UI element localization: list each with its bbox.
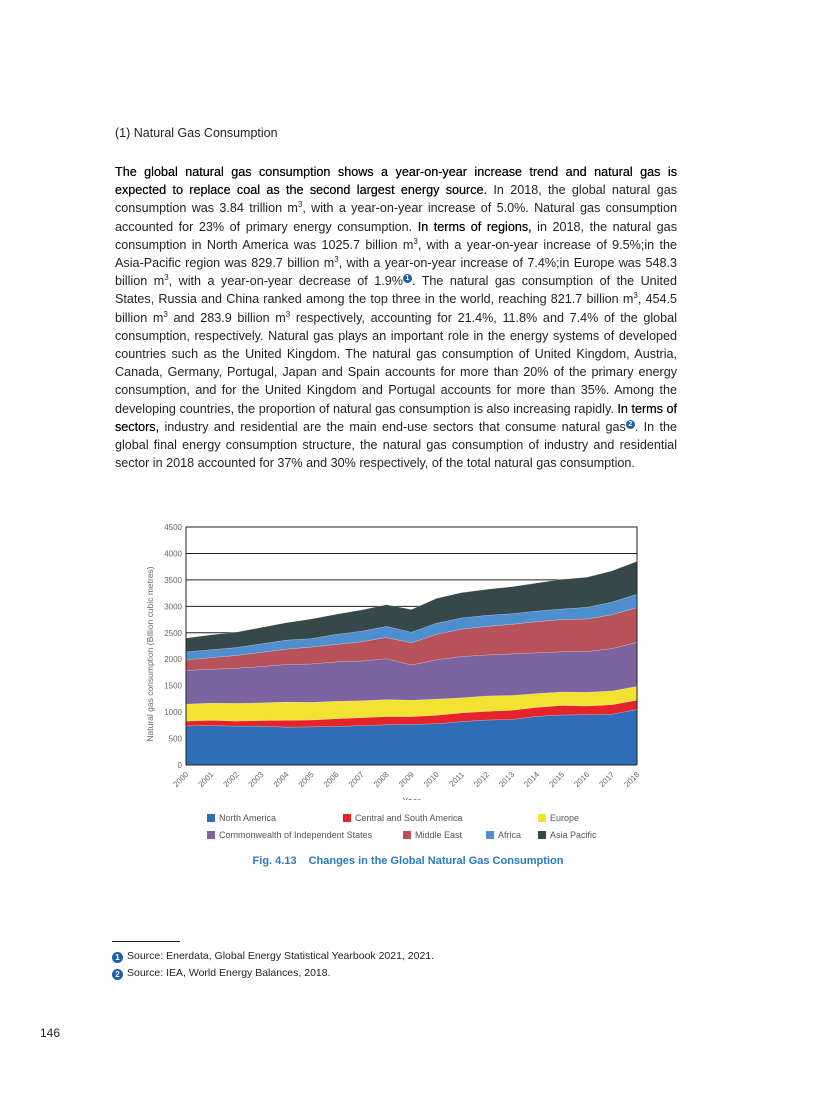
x-tick-label: 2004 — [272, 770, 291, 789]
legend-label: Africa — [498, 830, 522, 840]
footnote-marker: 1 — [112, 952, 123, 963]
superscript: 3 — [285, 309, 291, 319]
legend-label: Commonwealth of Independent States — [219, 830, 373, 840]
legend-item: Asia Pacific — [538, 830, 597, 840]
x-tick-label: 2014 — [522, 770, 541, 789]
x-tick-label: 2007 — [347, 770, 366, 789]
paragraph-text: industry and residential are the main en… — [159, 419, 626, 434]
x-tick-label: 2002 — [222, 770, 241, 789]
x-tick-label: 2009 — [397, 770, 416, 789]
figure-number: Fig. 4.13 — [252, 855, 297, 867]
x-tick-label: 2008 — [372, 770, 391, 789]
footnote-1: 1 Source: Enerdata, Global Energy Statist… — [112, 950, 434, 963]
legend-label: North America — [219, 813, 277, 823]
paragraph-text: respectively, accounting for 21.4%, 11.8… — [115, 310, 677, 416]
superscript: 3 — [633, 291, 638, 301]
legend-item: Africa — [486, 830, 521, 840]
legend-label: Middle East — [415, 830, 463, 840]
superscript: 3 — [163, 309, 168, 319]
page-number: 146 — [40, 1026, 61, 1040]
stacked-area-chart: 0 500 1000 1500 2000 2500 3000 3500 4000 4500 2000… — [145, 523, 642, 800]
y-tick-label: 1000 — [164, 708, 182, 717]
x-axis-label: Year — [402, 796, 420, 800]
footnote-text: Source: Enerdata, Global Energy Statisti… — [127, 950, 435, 962]
paragraph-text: , with a year-on-year increase of 5.0%. … — [115, 201, 677, 234]
superscript: 3 — [334, 254, 339, 264]
x-tick-label: 2013 — [497, 770, 516, 789]
x-tick-label: 2010 — [422, 770, 441, 789]
y-tick-label: 500 — [169, 735, 183, 744]
x-tick-label: 2018 — [622, 770, 641, 789]
legend-item: Central and South America — [343, 813, 463, 823]
y-tick-label: 0 — [178, 761, 183, 770]
paragraph-text: , with a year-on-year increase of 7.4%;i… — [115, 256, 677, 289]
emphasis-text: In terms of regions, — [417, 219, 532, 234]
paragraph-text: and 283.9 billion m — [167, 310, 286, 325]
y-tick-label: 2500 — [164, 629, 182, 638]
legend-swatch — [538, 814, 546, 822]
y-tick-label: 3500 — [164, 576, 182, 585]
footnote-reference[interactable]: 2 — [625, 419, 635, 429]
y-tick-label: 2000 — [164, 655, 182, 664]
superscript: 3 — [164, 273, 169, 283]
legend-item: North America — [207, 813, 276, 823]
footnote-reference[interactable]: 1 — [402, 274, 412, 284]
paragraph-text: , 454.5 billion m — [115, 292, 677, 325]
paragraph-text: , with a year-on-year decrease of 1.9% — [168, 274, 403, 289]
body-paragraph: The global natural gas consumption shows… — [115, 163, 677, 472]
footnote-2: 2 Source: IEA, World Energy Balances, 201… — [112, 967, 331, 980]
legend-label: Central and South America — [355, 813, 463, 823]
y-tick-label: 3000 — [164, 602, 182, 611]
x-tick-label: 2001 — [197, 770, 216, 789]
footnote-text: Source: IEA, World Energy Balances, 2018… — [127, 967, 331, 979]
legend-item: Commonwealth of Independent States — [207, 830, 372, 840]
y-tick-label: 4000 — [164, 549, 182, 558]
x-tick-label: 2003 — [247, 770, 266, 789]
section-heading: (1) Natural Gas Consumption — [115, 126, 278, 140]
emphasis-text: In terms of sectors, — [115, 401, 677, 434]
paragraph-text: in 2018, the natural gas consumption in … — [115, 219, 677, 252]
legend-swatch — [538, 831, 546, 839]
legend-swatch — [403, 831, 411, 839]
figure-caption: Fig. 4.13 Changes in the Global Natural G… — [0, 855, 816, 867]
superscript: 3 — [413, 236, 418, 246]
legend-swatch — [343, 814, 351, 822]
legend-swatch — [486, 831, 494, 839]
x-tick-label: 2000 — [171, 770, 190, 789]
plot-border — [185, 526, 638, 765]
footnote-marker: 2 — [112, 969, 123, 980]
legend-swatch — [207, 814, 215, 822]
emphasis-text: The global natural gas consumption shows… — [115, 165, 677, 198]
figure-title: Changes in the Global Natural Gas Consum… — [308, 855, 564, 867]
y-axis-label: Natural gas consumption (Billion cubic m… — [145, 566, 155, 741]
paragraph-text: . In the global final energy consumption… — [115, 419, 677, 471]
x-tick-label: 2011 — [447, 770, 466, 789]
footnote-divider — [112, 941, 180, 942]
y-tick-label: 1500 — [164, 682, 182, 691]
superscript: 3 — [297, 200, 303, 210]
x-tick-label: 2012 — [472, 770, 491, 789]
legend-item: Middle East — [403, 830, 462, 840]
legend-label: Europe — [550, 813, 580, 823]
x-tick-label: 2017 — [597, 770, 616, 789]
legend-label: Asia Pacific — [550, 830, 597, 840]
x-tick-label: 2006 — [322, 770, 341, 789]
x-tick-label: 2016 — [572, 770, 591, 789]
x-tick-label: 2015 — [547, 770, 566, 789]
paragraph-text: . The natural gas consumption of the Uni… — [115, 274, 677, 307]
paragraph-text: , with a year-on-year increase of 9.5%;i… — [115, 237, 677, 271]
y-tick-label: 4500 — [164, 523, 182, 532]
legend-swatch — [207, 831, 215, 839]
paragraph-text: In 2018, the global natural gas consumpt… — [115, 183, 677, 216]
legend-item: Europe — [538, 813, 579, 823]
x-tick-label: 2005 — [297, 770, 316, 789]
